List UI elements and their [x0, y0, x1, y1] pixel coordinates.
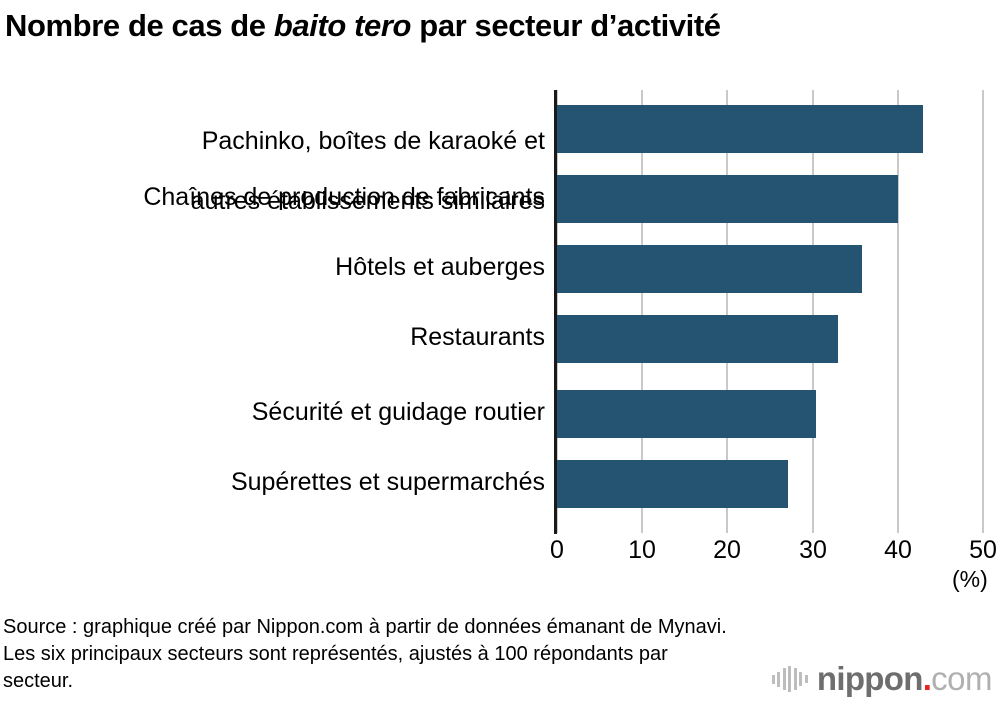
category-label-securite: Sécurité et guidage routier	[251, 398, 545, 426]
value-axis-line	[554, 90, 557, 534]
nippon-com-logo[interactable]: nippon.com	[771, 658, 993, 700]
logo-wordmark: nippon.com	[816, 660, 993, 697]
title-part-2: par secteur d’activité	[411, 8, 721, 43]
gridline-0	[556, 90, 558, 533]
logo-name: nippon	[816, 660, 923, 697]
bar-securite[interactable]	[556, 390, 816, 438]
category-label-line-1: Pachinko, boîtes de karaoké et	[201, 127, 545, 155]
bar-pachinko[interactable]	[556, 105, 924, 153]
axis-unit-label: (%)	[952, 566, 988, 592]
category-label-superettes: Supérettes et supermarchés	[230, 468, 545, 496]
xtick-label-50: 50	[969, 536, 997, 564]
category-label-pachinko: Pachinko, boîtes de karaoké et autres ét…	[191, 96, 545, 216]
logo-dot: .	[922, 660, 932, 697]
bar-restaurants[interactable]	[556, 315, 838, 363]
xtick-label-30: 30	[799, 536, 827, 564]
xtick-label-20: 20	[713, 536, 741, 564]
gridline-10	[641, 90, 643, 533]
logo-tld: com	[931, 660, 992, 697]
page-title: Nombre de cas de baito tero par secteur …	[5, 6, 995, 46]
gridline-20	[726, 90, 728, 533]
bar-hotels[interactable]	[556, 245, 862, 293]
bar-chart: Pachinko, boîtes de karaoké et autres ét…	[0, 88, 1000, 592]
soundwave-bars-icon	[771, 666, 808, 692]
category-label-chaines: Chaînes de production de fabricants	[143, 183, 545, 211]
title-part-1: Nombre de cas de	[5, 8, 274, 43]
xtick-label-10: 10	[628, 536, 656, 564]
title-italic-term: baito tero	[273, 8, 412, 43]
bar-superettes[interactable]	[556, 460, 789, 508]
plot-area	[556, 90, 984, 533]
xtick-label-0: 0	[550, 536, 564, 564]
source-note: Source : graphique créé par Nippon.com à…	[3, 616, 727, 692]
bar-chaines[interactable]	[556, 175, 898, 223]
gridline-50	[982, 90, 984, 533]
gridline-30	[812, 90, 814, 533]
xtick-label-40: 40	[884, 536, 912, 564]
category-label-line-2: autres établissements similaires	[190, 187, 545, 215]
category-label-restaurants: Restaurants	[410, 323, 545, 351]
category-label-hotels: Hôtels et auberges	[335, 253, 545, 281]
gridline-40	[897, 90, 899, 533]
